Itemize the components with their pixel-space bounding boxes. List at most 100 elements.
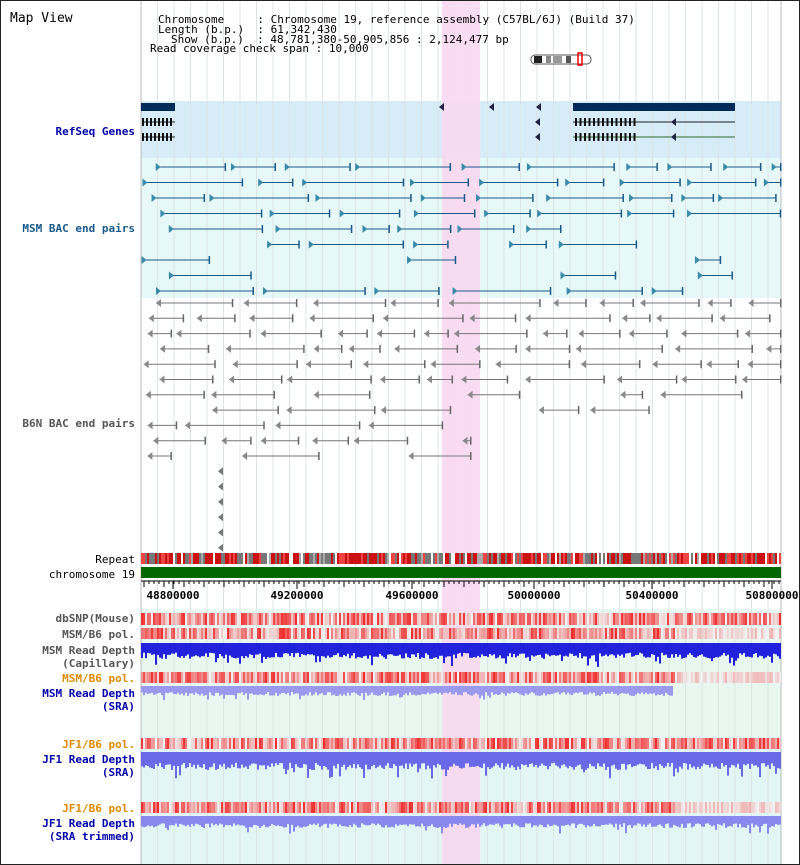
depth-bar (597, 816, 599, 827)
b6n-bac-features[interactable] (143, 299, 782, 552)
heatmap-cell (529, 613, 531, 625)
heatmap-cell (253, 672, 255, 683)
depth-bar (531, 686, 533, 693)
msm-read-depth-capillary-label[interactable]: MSM Read Depth (42, 644, 135, 657)
depth-bar (441, 816, 443, 834)
repeat-segment (367, 553, 369, 564)
heatmap-cell (145, 802, 147, 813)
heatmap-cell (693, 802, 695, 813)
jf1-read-depth-sra-label[interactable]: JF1 Read Depth (42, 753, 135, 766)
depth-bar (191, 643, 193, 657)
heatmap-cell (721, 802, 723, 813)
heatmap-cell (471, 628, 473, 639)
b6n-bac-end (297, 436, 300, 445)
b6n-bac-end (475, 344, 481, 353)
depth-bar (767, 752, 769, 766)
depth-bar (411, 686, 413, 696)
heatmap-cell (317, 613, 319, 625)
depth-bar (267, 752, 269, 766)
depth-bar (669, 752, 671, 767)
depth-bar (557, 643, 559, 656)
depth-bar (335, 643, 337, 655)
depth-bar (759, 643, 761, 656)
heatmap-cell (173, 628, 175, 639)
repeat-segment (659, 553, 661, 564)
jf1-b6-pol-label-2[interactable]: JF1/B6 pol. (62, 802, 135, 815)
repeat-segment (727, 553, 729, 564)
depth-bar (421, 752, 423, 764)
heatmap-cell (449, 628, 451, 639)
repeat-segment (157, 553, 159, 564)
heatmap-cell (185, 672, 187, 683)
depth-bar (507, 752, 509, 764)
depth-bar (621, 816, 623, 827)
b6n-bac-end (379, 344, 381, 353)
depth-bar (201, 752, 203, 768)
repeat-segment (331, 553, 333, 564)
repeat-segment (417, 553, 419, 564)
dbsnp-track-label[interactable]: dbSNP(Mouse) (55, 612, 135, 625)
heatmap-cell (381, 628, 383, 639)
msm-b6-pol-label-1[interactable]: MSM/B6 pol. (62, 628, 135, 641)
depth-bar (653, 643, 655, 655)
msm-b6-pol-label-2[interactable]: MSM/B6 pol. (62, 672, 135, 685)
depth-bar (429, 816, 431, 827)
depth-bar (167, 752, 169, 765)
refseq-track-label[interactable]: RefSeq Genes (55, 125, 135, 138)
depth-bar (627, 643, 629, 654)
heatmap-cell (359, 802, 361, 813)
heatmap-cell (179, 672, 181, 683)
depth-bar (523, 643, 525, 654)
depth-bar (537, 686, 539, 696)
depth-bar (171, 686, 173, 693)
heatmap-cell (337, 613, 339, 625)
heatmap-cell (605, 672, 607, 683)
b6n-bac-end (736, 329, 739, 338)
heatmap-cell (187, 672, 189, 683)
repeat-segment (351, 553, 353, 564)
repeat-segment (337, 553, 339, 564)
msm-bac-features[interactable] (141, 163, 782, 295)
refseq-genes-features[interactable] (141, 103, 735, 141)
b6n-bac-track-label[interactable]: B6N BAC end pairs (22, 417, 135, 430)
heatmap-cell (331, 628, 333, 639)
jf1-read-depth-trimmed-label[interactable]: JF1 Read Depth (42, 817, 135, 830)
depth-bar (231, 643, 233, 658)
heatmap-cell (571, 613, 573, 625)
heatmap-cell (729, 802, 731, 813)
msm-read-depth-sra-label[interactable]: MSM Read Depth (42, 687, 135, 700)
b6n-bac-end (204, 436, 207, 445)
heatmap-cell (603, 672, 605, 683)
repeat-segment (729, 553, 731, 564)
refseq-exon (575, 133, 577, 141)
depth-bar (693, 643, 695, 658)
heatmap-cell (713, 672, 715, 683)
depth-bar (437, 686, 439, 694)
jf1-b6-pol-label-1[interactable]: JF1/B6 pol. (62, 738, 135, 751)
b6n-bac-end (159, 344, 165, 353)
heatmap-cell (669, 613, 671, 625)
depth-bar (469, 643, 471, 658)
heatmap-cell (691, 672, 693, 683)
depth-bar (559, 686, 561, 695)
repeat-segment (187, 553, 189, 564)
heatmap-cell (547, 672, 549, 683)
selection-highlight[interactable] (442, 1, 480, 864)
chromosome-ideogram[interactable] (530, 52, 592, 66)
b6n-bac-end (539, 299, 541, 307)
depth-bar (775, 643, 777, 655)
msm-bac-track-label[interactable]: MSM BAC end pairs (22, 222, 135, 235)
heatmap-cell (431, 738, 433, 749)
refseq-exon (597, 133, 600, 141)
depth-bar (595, 686, 597, 696)
heatmap-cell (535, 628, 537, 639)
heatmap-cell (611, 613, 613, 625)
repeat-segment (279, 553, 281, 564)
repeat-segment (691, 553, 693, 564)
heatmap-cell (329, 628, 331, 639)
b6n-bac-end (698, 299, 700, 307)
depth-bar (657, 643, 659, 657)
depth-bar (449, 686, 451, 693)
heatmap-cell (503, 613, 505, 625)
depth-bar (397, 643, 399, 656)
